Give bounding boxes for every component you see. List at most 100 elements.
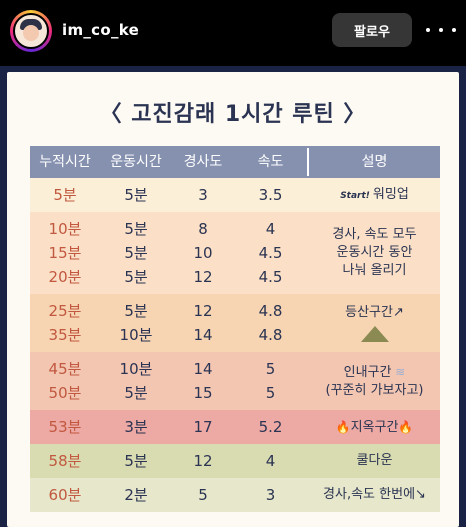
- description-line: 나눠 올리기: [309, 262, 440, 280]
- description-line: 🔥지옥구간🔥: [309, 418, 440, 437]
- cell-description: 등산구간↗: [309, 304, 440, 348]
- cell-incline: 5: [198, 486, 208, 504]
- description-text: 나눠 올리기: [342, 263, 407, 278]
- description-text: 등산구간↗: [345, 305, 404, 320]
- username[interactable]: im_co_ke: [62, 21, 140, 39]
- cell-description: 인내구간 ≋ (꾸준히 가보자고): [309, 363, 440, 400]
- header-incline: 경사도: [183, 154, 223, 170]
- dot: [439, 28, 443, 32]
- table-row: 10분 5분 8 4: [30, 217, 307, 241]
- cell-exercise-time: 5분: [124, 268, 148, 286]
- more-horizontal-icon[interactable]: [426, 20, 456, 40]
- cell-exercise-time: 10분: [119, 326, 153, 344]
- description-text: 워밍업: [372, 187, 409, 202]
- cell-speed: 5: [265, 360, 276, 378]
- table-row-group: 5분 5분 3 3.5 Start! 워밍업: [30, 178, 440, 212]
- cell-cumulative-time: 15분: [48, 244, 82, 262]
- description-text: 운동시간 동안: [336, 245, 413, 260]
- mountain-icon: [309, 326, 440, 348]
- wind-icon: ≋: [391, 365, 406, 379]
- description-line: (꾸준히 가보자고): [309, 382, 440, 400]
- description-line: 운동시간 동안: [309, 244, 440, 262]
- cell-speed: 3.5: [258, 186, 283, 204]
- cell-description: 🔥지옥구간🔥: [309, 418, 440, 437]
- cell-speed: 4.8: [258, 326, 283, 344]
- fire-icon: 🔥: [398, 420, 414, 434]
- cell-incline: 17: [193, 418, 213, 436]
- avatar-image: [13, 13, 49, 49]
- cell-exercise-time: 2분: [124, 486, 148, 504]
- header-divider: [307, 148, 309, 176]
- cell-exercise-time: 5분: [124, 186, 148, 204]
- description-line: 등산구간↗: [309, 304, 440, 322]
- cell-cumulative-time: 25분: [48, 302, 82, 320]
- table-row: 50분 5분 15 5: [30, 381, 307, 405]
- cell-speed: 4.5: [258, 244, 283, 262]
- cell-exercise-time: 3분: [124, 418, 148, 436]
- table-header: 누적시간 운동시간 경사도 속도 설명: [30, 146, 440, 178]
- profile-avatar[interactable]: [10, 10, 52, 52]
- table-row-group: 45분 10분 14 5 50분 5분 15 5 인내구간 ≋ (꾸준히 가보자고): [30, 352, 440, 410]
- cell-incline: 14: [193, 360, 213, 378]
- cell-incline: 10: [193, 244, 213, 262]
- table-row: 45분 10분 14 5: [30, 357, 307, 381]
- description-text: 지옥구간: [350, 420, 399, 435]
- header-speed: 속도: [257, 154, 284, 170]
- cell-speed: 5: [265, 384, 276, 402]
- cell-cumulative-time: 50분: [48, 384, 82, 402]
- cell-cumulative-time: 10분: [48, 220, 82, 238]
- avatar-hair: [20, 19, 42, 30]
- cell-cumulative-time: 45분: [48, 360, 82, 378]
- cell-incline: 12: [193, 268, 213, 286]
- cell-incline: 12: [193, 452, 213, 470]
- description-text: 경사, 속도 모두: [332, 227, 417, 242]
- description-text: 인내구간: [343, 365, 392, 380]
- cell-incline: 8: [198, 220, 208, 238]
- table-row-group: 60분 2분 5 3 경사,속도 한번에↘: [30, 478, 440, 512]
- description-text: (꾸준히 가보자고): [325, 383, 424, 398]
- table-row: 5분 5분 3 3.5: [30, 183, 307, 207]
- header-exercise-time: 운동시간: [110, 154, 162, 170]
- cell-description: 쿨다운: [309, 452, 440, 470]
- description-line: 쿨다운: [309, 452, 440, 470]
- dot: [426, 28, 430, 32]
- header-description: 설명: [361, 154, 388, 170]
- cell-cumulative-time: 35분: [48, 326, 82, 344]
- routine-title: 〈 고진감래 1시간 루틴 〉: [99, 102, 367, 127]
- table-row: 25분 5분 12 4.8: [30, 299, 307, 323]
- follow-button[interactable]: 팔로우: [332, 13, 412, 47]
- cell-incline: 15: [193, 384, 213, 402]
- fire-icon: 🔥: [335, 420, 351, 434]
- start-tag: Start!: [340, 191, 370, 201]
- table-row-group: 53분 3분 17 5.2 🔥지옥구간🔥: [30, 410, 440, 444]
- cell-speed: 5.2: [258, 418, 283, 436]
- table-row-group: 10분 5분 8 4 15분 5분 10 4.5 20분 5분 12 4.5 경사, 속도 모두 운동시간…: [30, 212, 440, 294]
- dot: [452, 28, 456, 32]
- table-row: 58분 5분 12 4: [30, 449, 307, 473]
- cell-cumulative-time: 53분: [48, 418, 82, 436]
- cell-exercise-time: 5분: [124, 452, 148, 470]
- description-line: 인내구간 ≋: [309, 363, 440, 382]
- cell-description: 경사,속도 한번에↘: [309, 486, 440, 504]
- table-row: 60분 2분 5 3: [30, 483, 307, 507]
- cell-incline: 14: [193, 326, 213, 344]
- cell-speed: 4.5: [258, 268, 283, 286]
- cell-speed: 3: [265, 486, 276, 504]
- table-row: 35분 10분 14 4.8: [30, 323, 307, 347]
- description-text: 쿨다운: [356, 453, 393, 468]
- cell-description: Start! 워밍업: [309, 186, 440, 205]
- table-row-group: 58분 5분 12 4 쿨다운: [30, 444, 440, 478]
- table-row: 15분 5분 10 4.5: [30, 241, 307, 265]
- post-image: 〈 고진감래 1시간 루틴 〉 누적시간 운동시간 경사도 속도 설명 5분 5분…: [0, 66, 466, 527]
- cell-cumulative-time: 20분: [48, 268, 82, 286]
- cell-exercise-time: 5분: [124, 384, 148, 402]
- description-line: Start! 워밍업: [309, 186, 440, 205]
- cell-cumulative-time: 60분: [48, 486, 82, 504]
- cell-exercise-time: 5분: [124, 220, 148, 238]
- cell-speed: 4.8: [258, 302, 283, 320]
- routine-table: 누적시간 운동시간 경사도 속도 설명 5분 5분 3 3.5 Start! 워밍업 10분…: [30, 146, 440, 512]
- cell-speed: 4: [265, 452, 276, 470]
- cell-exercise-time: 5분: [124, 244, 148, 262]
- description-line: 경사, 속도 모두: [309, 226, 440, 244]
